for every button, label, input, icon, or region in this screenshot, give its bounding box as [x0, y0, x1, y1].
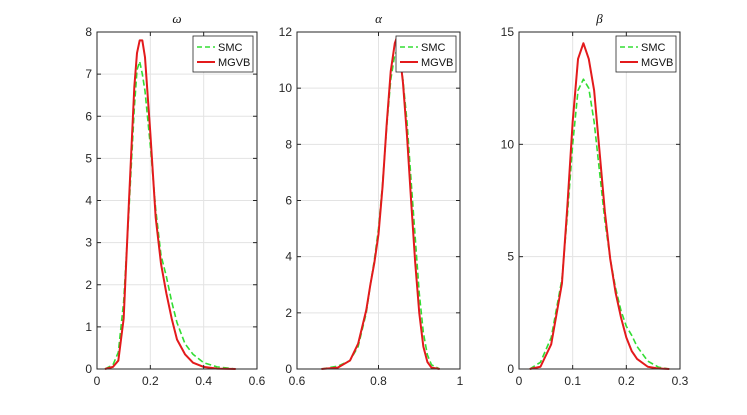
y-tick-label: 0: [285, 362, 292, 376]
x-tick-label: 0.3: [672, 374, 689, 388]
series-line-mgvb: [104, 39, 236, 370]
x-tick-label: 0.6: [289, 374, 306, 388]
y-tick-label: 10: [501, 137, 515, 151]
subplot-3: 0 0.1 0.2 0.3 0 5 10 15 β SMC MGVB: [501, 11, 689, 388]
legend-label-smc: SMC: [218, 42, 243, 54]
y-tick-label: 15: [501, 25, 515, 39]
y-tick-label: 5: [507, 250, 514, 264]
subplot-1: 0 0.2 0.4 0.6 0 1 2 3 4 5 6 7 8 ω SMC MGVB: [85, 11, 265, 388]
y-tick-label: 0: [85, 362, 92, 376]
y-tick-label: 12: [279, 25, 293, 39]
y-tick-label: 3: [85, 236, 92, 250]
axes-box: [518, 31, 681, 370]
legend: SMC MGVB: [615, 35, 677, 73]
y-tick-label: 8: [85, 25, 92, 39]
x-tick-label: 0.2: [618, 374, 635, 388]
legend-box: [395, 35, 457, 73]
subplot-title: β: [595, 11, 603, 26]
series-line-mgvb: [529, 42, 670, 370]
y-tick-label: 4: [285, 250, 292, 264]
legend-box: [192, 35, 254, 73]
y-tick-label: 0: [507, 362, 514, 376]
x-tick-label: 0: [94, 374, 101, 388]
legend-label-mgvb: MGVB: [641, 57, 673, 69]
y-tick-label: 10: [279, 81, 293, 95]
legend-label-mgvb: MGVB: [218, 57, 250, 69]
y-tick-label: 2: [85, 278, 92, 292]
x-tick-label: 0.1: [564, 374, 581, 388]
legend-label-mgvb: MGVB: [421, 57, 453, 69]
x-tick-label: 0.8: [370, 374, 387, 388]
y-tick-label: 5: [85, 151, 92, 165]
x-tick-label: 1: [457, 374, 464, 388]
legend-box: [615, 35, 677, 73]
y-tick-label: 1: [85, 320, 92, 334]
y-tick-label: 7: [85, 67, 92, 81]
legend: SMC MGVB: [395, 35, 457, 73]
subplot-title: ω: [172, 11, 181, 26]
legend: SMC MGVB: [192, 35, 254, 73]
y-tick-label: 6: [85, 109, 92, 123]
x-tick-label: 0.2: [142, 374, 159, 388]
x-tick-label: 0.6: [249, 374, 266, 388]
series-line-mgvb: [321, 36, 440, 370]
x-tick-label: 0.4: [195, 374, 212, 388]
subplot-title: α: [375, 11, 383, 26]
legend-label-smc: SMC: [421, 42, 446, 54]
legend-label-smc: SMC: [641, 42, 666, 54]
x-tick-label: 0: [516, 374, 523, 388]
y-tick-label: 8: [285, 137, 292, 151]
y-tick-label: 6: [285, 194, 292, 208]
y-tick-label: 2: [285, 306, 292, 320]
plot-area: [519, 32, 680, 369]
y-tick-label: 4: [85, 194, 92, 208]
